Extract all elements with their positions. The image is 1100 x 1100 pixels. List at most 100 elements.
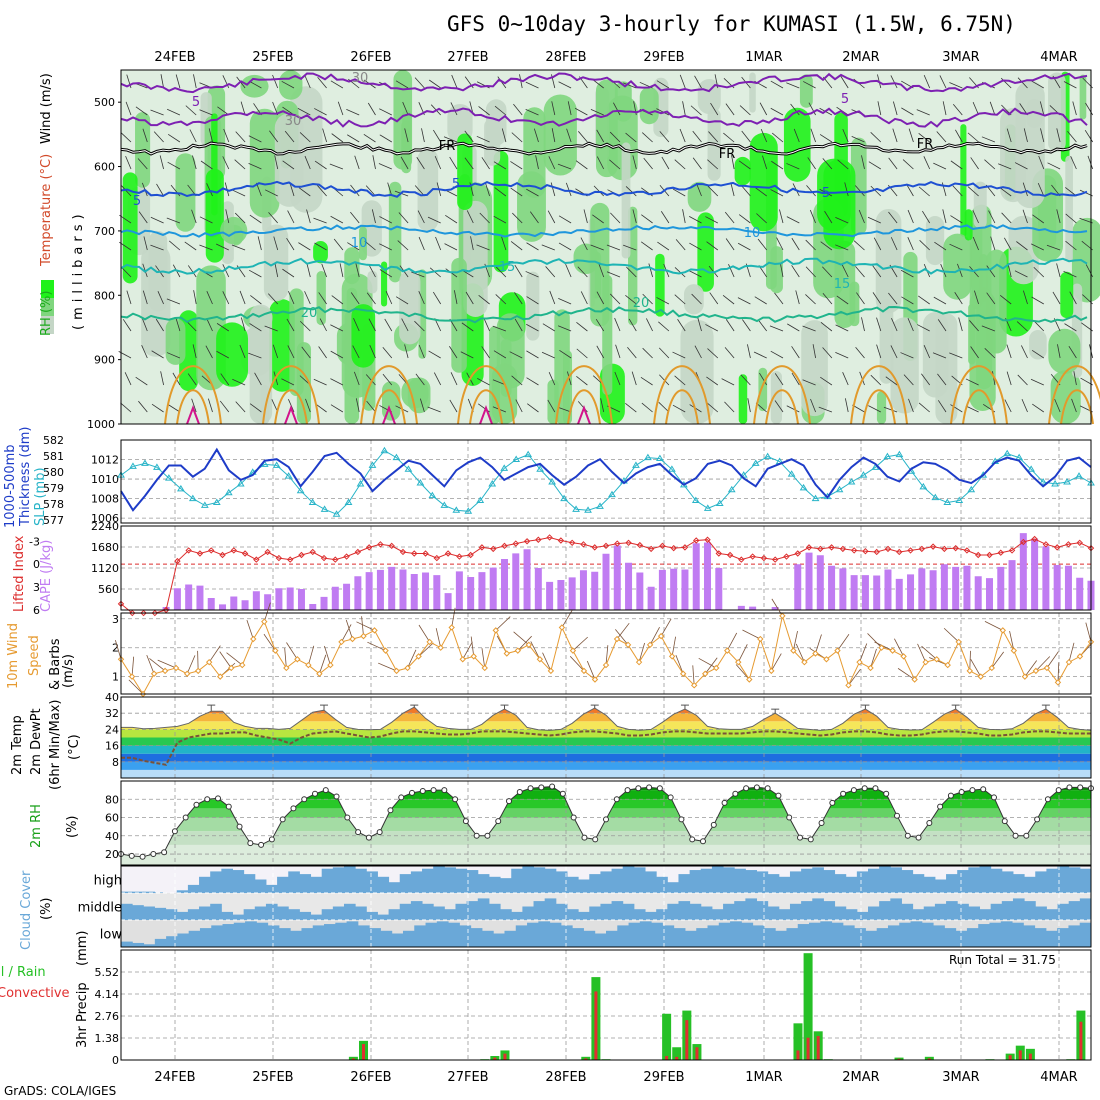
cape-bar bbox=[467, 577, 475, 610]
wind-barb bbox=[742, 319, 751, 332]
wind-barb bbox=[590, 244, 604, 251]
slp-point bbox=[153, 463, 161, 470]
cape-bar bbox=[309, 604, 317, 610]
wind-barb bbox=[1040, 128, 1045, 143]
wind-speed-point bbox=[272, 647, 279, 654]
wind-barb bbox=[476, 135, 490, 143]
wind-barb-10m bbox=[969, 650, 971, 671]
cloud-cell bbox=[876, 928, 889, 947]
rh-contour-patch bbox=[1029, 330, 1047, 360]
cape-bar bbox=[241, 600, 249, 610]
wind-barb bbox=[417, 210, 425, 224]
wind-barb bbox=[248, 162, 262, 170]
precip-axis-labels: Total / Rain Convective 3hr Precip (mm) bbox=[0, 931, 90, 1048]
cloud-cell bbox=[845, 909, 858, 920]
cloud-cell bbox=[831, 922, 844, 947]
wind-barb bbox=[535, 155, 539, 170]
contour-label-FR: FR bbox=[719, 147, 736, 162]
wind-barb bbox=[551, 128, 556, 143]
rh-point bbox=[376, 829, 383, 836]
wind-label-1: 10m Wind bbox=[6, 623, 21, 689]
wind-barb-10m bbox=[704, 657, 718, 674]
wind-barb bbox=[319, 318, 327, 332]
wind-barb bbox=[187, 373, 197, 386]
wind-barb bbox=[679, 128, 686, 143]
wind-barb bbox=[891, 318, 898, 332]
cloud-cell bbox=[968, 906, 981, 920]
wind-barb bbox=[404, 344, 409, 359]
rh-point bbox=[689, 836, 696, 843]
wind-speed-point bbox=[371, 627, 378, 634]
wind-barb bbox=[574, 107, 588, 116]
wind-barb bbox=[267, 293, 278, 305]
isotherm-30 bbox=[765, 389, 799, 425]
contour-label-20: 20 bbox=[301, 306, 318, 321]
cloud-cell bbox=[775, 930, 787, 947]
rh-point bbox=[872, 785, 879, 792]
rh-point bbox=[236, 823, 243, 830]
precip-tick-1.38: 1.38 bbox=[95, 1032, 120, 1045]
wind-barb-10m bbox=[495, 616, 511, 631]
wind-barb bbox=[791, 372, 800, 386]
cloud-cell bbox=[343, 866, 356, 893]
wind-barb-10m bbox=[517, 635, 532, 651]
wind-barb bbox=[967, 132, 979, 143]
cloud-cell bbox=[1012, 874, 1025, 893]
thickness-label-1: 1000-500mb bbox=[3, 444, 18, 528]
cloud-cell bbox=[143, 944, 156, 947]
wind-barb bbox=[274, 155, 279, 170]
upper-air-panel: 5 5FRFRFR55510101515202030305006007008009… bbox=[41, 69, 1100, 431]
rh-legend-swatch bbox=[41, 298, 54, 316]
wind-barb bbox=[841, 264, 849, 278]
wind-barb bbox=[786, 82, 800, 89]
wind-barb-10m bbox=[377, 662, 397, 672]
wind-barb bbox=[304, 74, 311, 89]
wind-barb bbox=[545, 266, 556, 278]
wind-barb bbox=[657, 241, 670, 251]
wind-barb bbox=[623, 82, 637, 89]
wind-barb bbox=[710, 102, 719, 116]
wind-barb bbox=[421, 128, 425, 143]
wind-barb bbox=[557, 325, 572, 332]
wind-barb bbox=[395, 80, 409, 89]
wind-barb bbox=[1067, 130, 1077, 143]
wind-speed-point bbox=[657, 632, 665, 640]
bottom-date-27FEB: 27FEB bbox=[447, 1070, 488, 1085]
rh-point bbox=[268, 836, 275, 843]
wind-barb bbox=[786, 163, 800, 170]
wind-speed-point bbox=[338, 638, 345, 646]
wind-speed-point bbox=[911, 676, 918, 683]
precip-conv-bar bbox=[806, 1037, 810, 1060]
wind-speed-point bbox=[856, 658, 863, 666]
wind-barb bbox=[366, 400, 376, 413]
slp-point bbox=[536, 465, 545, 472]
wind-barb bbox=[269, 130, 279, 143]
cloud-cell bbox=[176, 911, 189, 920]
wind-barb bbox=[231, 244, 246, 251]
cloud-cell bbox=[1001, 871, 1014, 893]
contour-label-30: 30 bbox=[285, 114, 302, 129]
wind-barb bbox=[318, 292, 327, 305]
wind-barb bbox=[355, 398, 360, 413]
cloud-cell bbox=[856, 871, 869, 893]
cloud-cell bbox=[444, 867, 456, 893]
rh-point bbox=[613, 796, 620, 803]
slp-point bbox=[919, 482, 928, 490]
wind-barb-10m bbox=[735, 664, 750, 680]
slp-point bbox=[667, 465, 676, 472]
temp-band bbox=[121, 737, 1091, 746]
wind-barb bbox=[365, 374, 376, 386]
wind-barb bbox=[771, 132, 784, 143]
wind-barb bbox=[414, 320, 425, 332]
wind-barb-10m bbox=[308, 645, 315, 666]
wind-barb bbox=[819, 134, 833, 143]
wind-barb bbox=[998, 163, 1012, 170]
wind-barb bbox=[706, 376, 719, 386]
wind-barb bbox=[952, 185, 963, 197]
cape-bar bbox=[749, 606, 757, 610]
cloud-cell bbox=[741, 922, 754, 947]
cloud-cell bbox=[696, 928, 709, 947]
rh-band bbox=[121, 786, 1091, 791]
li-tick-0: 0 bbox=[33, 558, 40, 571]
wind-barb bbox=[1056, 209, 1061, 224]
